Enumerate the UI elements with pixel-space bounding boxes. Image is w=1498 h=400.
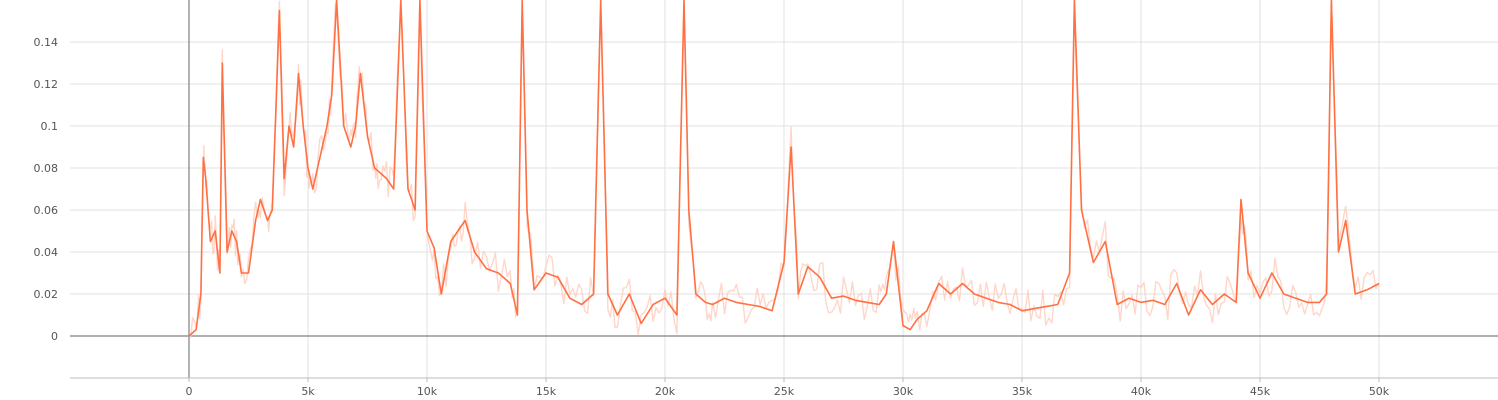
x-tick-labels: 0 5k 10k 15k 20k 25k 30k 35k 40k 45k 50k	[186, 385, 1390, 398]
x-tick-label: 40k	[1131, 385, 1152, 398]
y-tick-label: 0.02	[34, 288, 59, 301]
y-tick-label: 0.1	[41, 120, 59, 133]
y-tick-label: 0.08	[34, 162, 59, 175]
y-tick-label: 0	[51, 330, 58, 343]
axes	[70, 0, 1498, 382]
y-tick-label: 0.06	[34, 204, 59, 217]
x-tick-label: 25k	[774, 385, 795, 398]
y-tick-labels: 0 0.02 0.04 0.06 0.08 0.1 0.12 0.14	[34, 36, 59, 343]
x-tick-label: 10k	[417, 385, 438, 398]
x-tick-label: 15k	[536, 385, 557, 398]
y-tick-label: 0.12	[34, 78, 59, 91]
smoothed-series	[188, 0, 1380, 337]
x-tick-label: 45k	[1250, 385, 1271, 398]
x-tick-label: 50k	[1369, 385, 1390, 398]
y-tick-label: 0.04	[34, 246, 59, 259]
x-tick-label: 0	[186, 385, 193, 398]
x-tick-label: 30k	[893, 385, 914, 398]
y-tick-label: 0.14	[34, 36, 59, 49]
x-tick-label: 35k	[1012, 385, 1033, 398]
smoothed-series-line	[188, 0, 1380, 337]
x-tick-label: 5k	[301, 385, 315, 398]
x-tick-label: 20k	[655, 385, 676, 398]
grid-lines	[70, 0, 1498, 378]
